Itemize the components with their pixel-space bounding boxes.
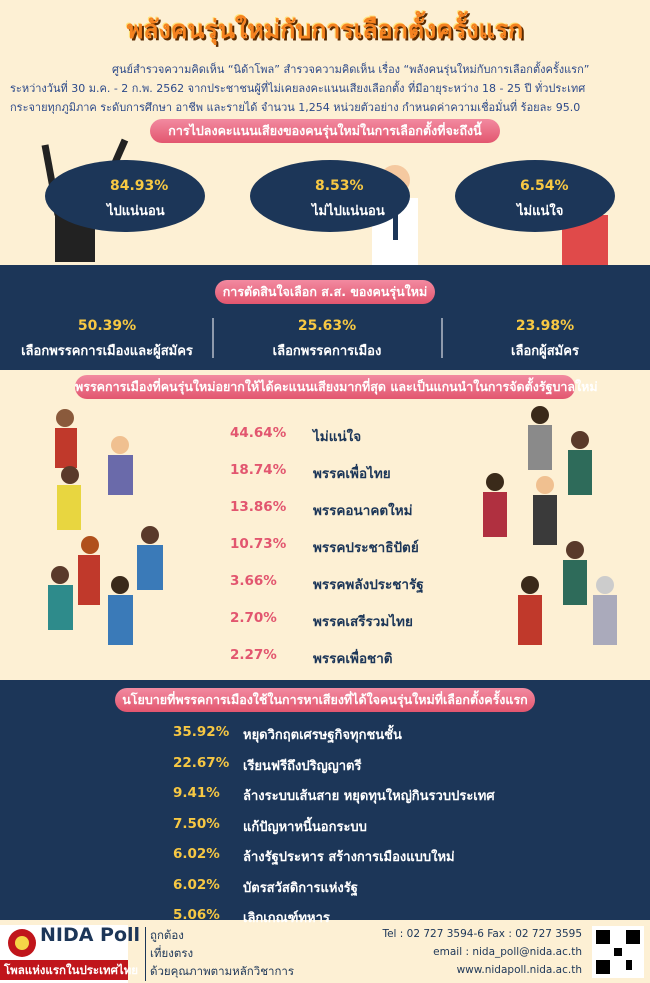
party-value: 2.70%	[230, 610, 277, 626]
party-value: 3.66%	[230, 573, 277, 589]
party-label: พรรคเสรีรวมไทย	[313, 614, 413, 630]
policy-value: 6.02%	[173, 876, 220, 893]
party-label: พรรคอนาคตใหม่	[313, 503, 413, 519]
policy-label: หยุดวิกฤตเศรษฐกิจทุกชนชั้น	[243, 728, 402, 743]
choice-value: 23.98%	[515, 318, 575, 334]
turnout-label: ไม่แน่ใจ	[517, 204, 564, 219]
policy-label: ล้างระบบเส้นสาย หยุดทุนใหญ่กินรวบประเทศ	[243, 789, 495, 804]
oval	[250, 160, 410, 232]
motto: ถูกต้อง	[145, 927, 184, 945]
party-value: 18.74%	[230, 462, 287, 478]
oval	[45, 160, 205, 232]
choice-value: 25.63%	[297, 318, 357, 334]
motto: ด้วยคุณภาพตามหลักวิชาการ	[145, 963, 294, 981]
contact: email : nida_poll@nida.ac.th	[433, 946, 582, 958]
policy-value: 7.50%	[173, 815, 220, 832]
logo-mark	[0, 925, 128, 983]
policy-label: ล้างรัฐประหาร สร้างการเมืองแบบใหม่	[243, 850, 455, 865]
motto: เที่ยงตรง	[145, 945, 193, 963]
person	[48, 409, 163, 645]
slogan: โพลแห่งแรกในประเทศไทย	[4, 963, 139, 977]
party-value: 44.64%	[230, 425, 287, 441]
choice-label: เลือกผู้สมัคร	[511, 344, 579, 359]
policy-value: 9.41%	[173, 785, 220, 801]
description: กระจายทุกภูมิภาค ระดับการศึกษา อาชีพ และ…	[10, 101, 581, 114]
party-label: ไม่แน่ใจ	[313, 429, 362, 445]
policy-value: 6.02%	[173, 846, 220, 862]
oval	[455, 160, 615, 232]
party-value: 10.73%	[230, 536, 287, 552]
section-heading: การไปลงคะแนนเสียงของคนรุ่นใหม่ในการเลือก…	[150, 119, 500, 143]
contact: www.nidapoll.nida.ac.th	[456, 964, 582, 976]
party-label: พรรคพลังประชารัฐ	[313, 577, 424, 593]
policy-value: 35.92%	[173, 724, 230, 740]
turnout-value: 8.53%	[315, 178, 364, 194]
person	[483, 406, 617, 645]
party-label: พรรคประชาธิปัตย์	[313, 540, 419, 556]
policy-label: เลิกเกณฑ์ทหาร	[243, 911, 330, 926]
party-value: 2.27%	[230, 647, 277, 663]
description: ระหว่างวันที่ 30 ม.ค. - 2 ก.พ. 2562 จากป…	[10, 82, 586, 95]
turnout-label: ไม่ไปแน่นอน	[312, 204, 385, 219]
qr-code	[592, 926, 644, 978]
policy-label: บัตรสวัสดิการแห่งรัฐ	[243, 880, 358, 896]
policy-value: 5.06%	[173, 907, 220, 923]
choice-value: 50.39%	[77, 318, 137, 334]
policy-label: แก้ปัญหาหนี้นอกระบบ	[243, 819, 367, 835]
party-value: 13.86%	[230, 499, 287, 515]
contact: Tel : 02 727 3594-6 Fax : 02 727 3595	[382, 928, 582, 940]
turnout-value: 84.93%	[110, 178, 169, 194]
party-label: พรรคเพื่อไทย	[313, 466, 391, 482]
section-heading: การตัดสินใจเลือก ส.ส. ของคนรุ่นใหม่	[215, 280, 435, 304]
policy-label: เรียนฟรีถึงปริญญาตรี	[243, 758, 362, 774]
description: ศูนย์สำรวจความคิดเห็น “นิด้าโพล” สำรวจคว…	[112, 63, 590, 76]
title: พลังคนรุ่นใหม่กับการเลือกตั้งครั้งแรก	[126, 15, 524, 44]
section-bg	[0, 680, 650, 920]
choice-label: เลือกพรรคการเมืองและผู้สมัคร	[21, 344, 193, 359]
party-label: พรรคเพื่อชาติ	[313, 651, 393, 667]
choice-label: เลือกพรรคการเมือง	[272, 344, 382, 359]
policy-value: 22.67%	[173, 754, 230, 771]
section-heading: พรรคการเมืองที่คนรุ่นใหม่อยากให้ได้คะแนน…	[75, 375, 598, 399]
logo-text: NIDA Poll	[40, 924, 141, 946]
turnout-label: ไปแน่นอน	[107, 204, 165, 219]
section-heading: นโยบายที่พรรคการเมืองใช้ในการหาเสียงที่ไ…	[115, 688, 535, 712]
turnout-value: 6.54%	[520, 178, 569, 194]
